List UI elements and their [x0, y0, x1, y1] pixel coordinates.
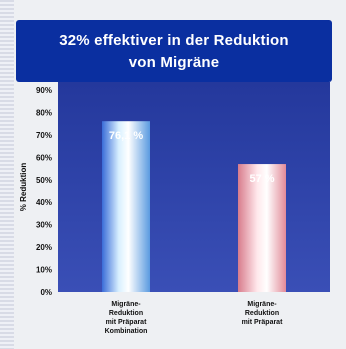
x-category-label: Migräne-	[247, 301, 277, 308]
y-tick-label: 50%	[36, 176, 52, 185]
y-tick-label: 80%	[36, 108, 52, 117]
y-tick-label: 60%	[36, 153, 52, 162]
y-tick-label: 70%	[36, 131, 52, 140]
bar-1	[102, 121, 150, 292]
chart-title-line-1: 32% effektiver in der Reduktion	[59, 32, 289, 49]
x-category-label: mit Präparat	[106, 319, 148, 326]
bar-2	[238, 164, 286, 292]
x-category-label: Reduktion	[109, 310, 143, 317]
chart-area: 0% 10% 20% 30% 40% 50% 60% 70% 80% 90% % Reduktion…	[14, 82, 332, 347]
y-tick-label: 10%	[36, 266, 52, 275]
bar-chart: 0% 10% 20% 30% 40% 50% 60% 70% 80% 90% % Reduktion…	[19, 82, 330, 335]
y-axis-label: % Reduktion	[19, 163, 28, 212]
chart-title-line-2: von Migräne	[128, 54, 220, 71]
y-tick-label: 20%	[36, 243, 52, 252]
x-category-label: mit Präparat	[242, 319, 284, 326]
x-category-label: Kombination	[105, 328, 148, 335]
y-tick-label: 90%	[36, 86, 52, 95]
chart-title-box: 32% effektiver in der Reduktion von Migr…	[16, 20, 332, 82]
y-tick-label: 40%	[36, 198, 52, 207]
bar-data-label-1: 76,1 %	[109, 130, 143, 142]
x-category-label: Migräne-	[111, 301, 141, 308]
bar-data-label-2: 57 %	[249, 173, 274, 185]
plot-background	[58, 82, 330, 292]
x-category-label: Reduktion	[245, 310, 279, 317]
y-tick-label: 30%	[36, 221, 52, 230]
left-stripe-decoration	[0, 0, 14, 349]
y-tick-label: 0%	[40, 288, 52, 297]
